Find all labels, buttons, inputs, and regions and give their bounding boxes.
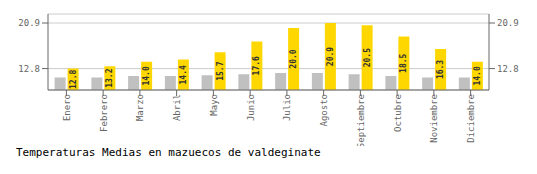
- svg-text:18.5: 18.5: [399, 53, 408, 72]
- svg-text:17.6: 17.6: [252, 56, 261, 75]
- svg-text:Octubre: Octubre: [393, 94, 403, 132]
- svg-text:Abril: Abril: [172, 94, 182, 121]
- svg-text:20.0: 20.0: [289, 49, 298, 68]
- svg-text:12.8: 12.8: [18, 64, 40, 74]
- svg-text:20.9: 20.9: [326, 47, 335, 66]
- svg-text:14.4: 14.4: [179, 65, 188, 84]
- html-text:Temperaturas Medias en mazueco: Temperaturas Medias en mazuecos de valde…: [16, 146, 321, 159]
- svg-text:Septiembre: Septiembre: [356, 94, 366, 146]
- svg-text:Diciembre: Diciembre: [466, 94, 476, 143]
- svg-text:20.5: 20.5: [363, 48, 372, 67]
- svg-text:20.9: 20.9: [497, 18, 519, 28]
- svg-text:12.8: 12.8: [497, 64, 519, 74]
- svg-text:16.3: 16.3: [436, 60, 445, 79]
- svg-text:Enero: Enero: [62, 94, 72, 121]
- svg-text:Mayo: Mayo: [209, 94, 219, 116]
- svg-text:Noviembre: Noviembre: [429, 94, 439, 143]
- svg-text:12.8: 12.8: [69, 69, 78, 88]
- svg-text:Julio: Julio: [282, 94, 292, 121]
- svg-text:15.7: 15.7: [216, 61, 225, 80]
- svg-text:Febrero: Febrero: [99, 94, 109, 132]
- svg-text:14.0: 14.0: [473, 66, 482, 85]
- svg-text:Agosto: Agosto: [319, 94, 329, 127]
- svg-text:20.9: 20.9: [18, 18, 40, 28]
- svg-text:Marzo: Marzo: [135, 94, 145, 121]
- svg-text:14.0: 14.0: [142, 66, 151, 85]
- svg-text:13.2: 13.2: [105, 68, 114, 87]
- svg-text:Junio: Junio: [246, 94, 256, 121]
